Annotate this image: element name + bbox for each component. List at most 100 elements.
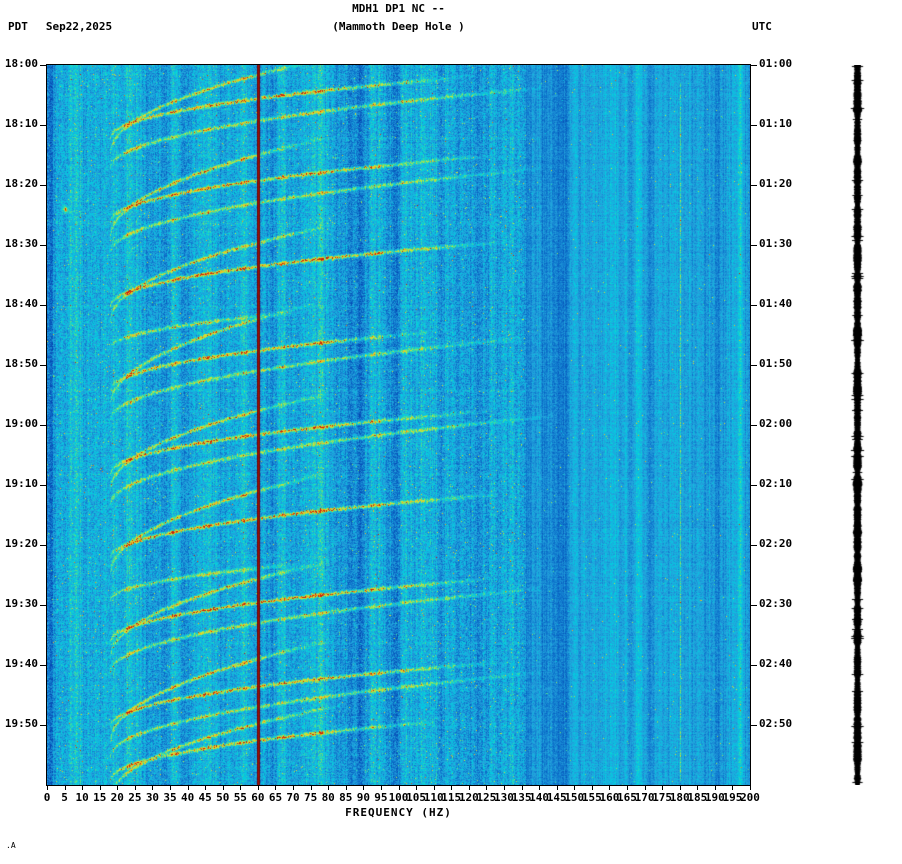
frequency-tick-label: 170: [634, 791, 655, 804]
timezone-left-label: PDT: [8, 20, 28, 33]
frequency-tick-label: 110: [423, 791, 444, 804]
frequency-tick-label: 140: [529, 791, 550, 804]
left-time-label: 18:30: [4, 237, 38, 250]
frequency-tick: [486, 785, 488, 790]
frequency-tick-label: 125: [476, 791, 497, 804]
left-time-label: 19:20: [4, 537, 38, 550]
frequency-tick-label: 135: [511, 791, 532, 804]
frequency-tick-label: 50: [216, 791, 230, 804]
frequency-tick: [433, 785, 435, 790]
frequency-tick-label: 100: [388, 791, 409, 804]
frequency-tick-label: 40: [180, 791, 195, 804]
right-time-label: 02:40: [759, 657, 793, 670]
frequency-tick: [644, 785, 646, 790]
frequency-tick: [503, 785, 505, 790]
right-time-label: 01:50: [759, 357, 793, 370]
frequency-tick-label: 65: [268, 791, 283, 804]
left-tick: [40, 605, 46, 606]
frequency-tick: [714, 785, 716, 790]
left-time-label: 18:20: [4, 177, 38, 190]
frequency-tick-label: 145: [546, 791, 567, 804]
frequency-tick: [363, 785, 365, 790]
frequency-tick-label: 160: [599, 791, 620, 804]
amplitude-trace-canvas: [850, 65, 865, 785]
frequency-tick-label: 105: [406, 791, 426, 804]
right-time-label: 02:10: [759, 477, 793, 490]
frequency-tick: [82, 785, 84, 790]
left-tick: [40, 425, 46, 426]
frequency-tick: [170, 785, 172, 790]
frequency-tick: [205, 785, 207, 790]
local-timezone-header: PDT Sep22,2025: [8, 20, 112, 33]
left-time-label: 19:00: [4, 417, 38, 430]
right-tick: [751, 65, 757, 66]
frequency-tick: [750, 785, 751, 790]
frequency-tick-label: 185: [687, 791, 708, 804]
frequency-tick-label: 150: [564, 791, 585, 804]
right-tick: [751, 305, 757, 306]
corner-mark: .A: [6, 841, 16, 850]
page-subtitle: (Mammoth Deep Hole ): [332, 20, 465, 33]
frequency-tick-label: 95: [374, 791, 388, 804]
frequency-tick-label: 80: [321, 791, 335, 804]
frequency-tick-label: 85: [339, 791, 353, 804]
frequency-tick: [345, 785, 347, 790]
right-tick: [751, 605, 757, 606]
frequency-tick: [134, 785, 136, 790]
frequency-tick: [679, 785, 681, 790]
frequency-tick: [591, 785, 593, 790]
frequency-tick: [47, 785, 48, 790]
frequency-tick: [275, 785, 277, 790]
frequency-tick: [662, 785, 664, 790]
right-tick: [751, 485, 757, 486]
frequency-tick: [574, 785, 576, 790]
frequency-tick: [257, 785, 259, 790]
left-tick: [40, 65, 46, 66]
right-time-label: 01:30: [759, 237, 793, 250]
frequency-tick: [99, 785, 101, 790]
left-time-label: 19:40: [4, 657, 38, 670]
left-tick: [40, 125, 46, 126]
frequency-tick: [468, 785, 470, 790]
left-tick: [40, 545, 46, 546]
frequency-tick: [293, 785, 295, 790]
frequency-tick: [626, 785, 628, 790]
right-tick: [751, 425, 757, 426]
frequency-tick: [539, 785, 541, 790]
left-tick: [40, 485, 46, 486]
frequency-tick: [380, 785, 382, 790]
left-time-label: 19:30: [4, 597, 38, 610]
right-time-label: 01:10: [759, 117, 793, 130]
frequency-tick: [152, 785, 154, 790]
right-time-label: 01:20: [759, 177, 793, 190]
frequency-tick: [187, 785, 189, 790]
frequency-tick: [64, 785, 66, 790]
frequency-tick-label: 60: [251, 791, 265, 804]
frequency-tick: [416, 785, 418, 790]
frequency-tick-label: 20: [110, 791, 124, 804]
right-time-label: 01:00: [759, 57, 793, 70]
frequency-tick-label: 130: [494, 791, 514, 804]
x-axis-title: FREQUENCY (HZ): [345, 806, 452, 819]
frequency-tick-label: 35: [163, 791, 177, 804]
right-tick: [751, 725, 757, 726]
right-tick: [751, 125, 757, 126]
left-tick: [40, 665, 46, 666]
frequency-tick-label: 0: [43, 791, 51, 804]
right-tick: [751, 665, 757, 666]
frequency-tick: [732, 785, 734, 790]
frequency-tick: [521, 785, 523, 790]
frequency-tick-label: 25: [128, 791, 142, 804]
page-title: MDH1 DP1 NC --: [352, 2, 445, 15]
left-tick: [40, 365, 46, 366]
frequency-tick-label: 45: [198, 791, 212, 804]
frequency-tick: [556, 785, 558, 790]
frequency-tick: [310, 785, 312, 790]
right-tick: [751, 245, 757, 246]
frequency-tick: [222, 785, 224, 790]
right-tick: [751, 185, 757, 186]
left-tick: [40, 725, 46, 726]
frequency-tick: [328, 785, 330, 790]
spectrogram-canvas: [47, 65, 750, 785]
